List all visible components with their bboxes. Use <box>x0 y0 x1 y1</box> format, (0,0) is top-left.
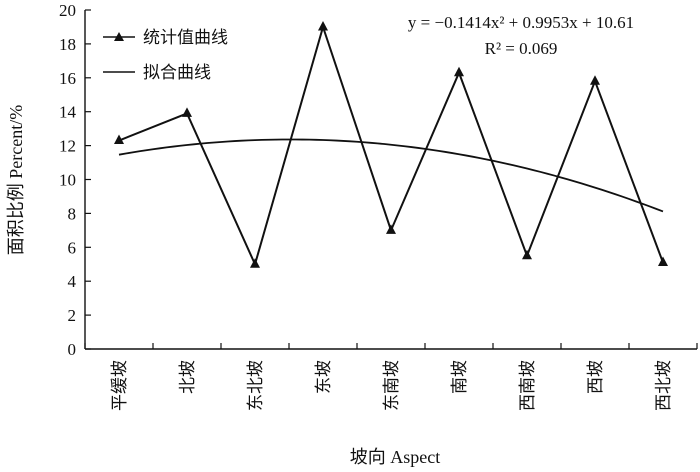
y-axis-title: 面积比例 Percent/% <box>6 105 26 255</box>
legend-label-statistic: 统计值曲线 <box>143 28 228 47</box>
y-tick-label: 18 <box>59 35 76 54</box>
x-tick-label: 西坡 <box>586 360 605 394</box>
y-ticks: 0 2 4 6 8 10 12 14 16 18 20 <box>59 1 91 359</box>
fit-curve <box>118 138 664 213</box>
statistic-point <box>318 20 328 31</box>
y-tick-label: 0 <box>68 340 77 359</box>
x-axis-title: 坡向 Aspect <box>350 447 440 467</box>
statistic-point <box>250 258 260 268</box>
y-tick-label: 2 <box>68 306 77 325</box>
fit-series <box>118 138 664 213</box>
x-tick-label: 东北坡 <box>246 360 265 411</box>
y-tick-label: 8 <box>68 204 77 223</box>
legend-item-fit: 拟合曲线 <box>103 63 211 82</box>
statistic-point <box>522 249 532 260</box>
x-tick-label: 西北坡 <box>654 360 673 411</box>
x-tick-label: 平缓坡 <box>110 360 129 411</box>
statistic-point <box>386 224 396 234</box>
statistic-point <box>114 134 124 145</box>
fit-equation: y = −0.1414x² + 0.9953x + 10.61 <box>408 13 634 32</box>
y-tick-label: 12 <box>59 137 76 156</box>
x-tick-label: 东坡 <box>314 360 333 394</box>
legend-label-fit: 拟合曲线 <box>143 63 211 82</box>
legend-marker-triangle <box>114 32 124 41</box>
statistic-point <box>182 107 192 117</box>
y-tick-label: 20 <box>59 1 76 20</box>
y-tick-label: 6 <box>68 238 77 257</box>
x-ticks: 平缓坡 北坡 东北坡 东坡 东南坡 南坡 西南坡 西坡 西北坡 <box>84 343 698 411</box>
legend: 统计值曲线 拟合曲线 <box>103 28 228 82</box>
y-tick-label: 4 <box>68 272 77 291</box>
y-tick-label: 16 <box>59 69 76 88</box>
x-tick-label: 东南坡 <box>382 360 401 411</box>
statistic-point <box>454 66 464 77</box>
x-tick-label: 北坡 <box>178 360 197 394</box>
statistic-point <box>658 256 668 267</box>
y-tick-label: 14 <box>59 103 77 122</box>
statistic-series <box>114 20 668 268</box>
x-tick-label: 南坡 <box>450 360 469 394</box>
y-tick-label: 10 <box>59 171 76 190</box>
legend-item-statistic: 统计值曲线 <box>103 28 228 47</box>
statistic-point <box>590 75 600 85</box>
r-squared: R² = 0.069 <box>485 39 558 58</box>
axes <box>84 10 697 350</box>
x-tick-label: 西南坡 <box>518 360 537 411</box>
